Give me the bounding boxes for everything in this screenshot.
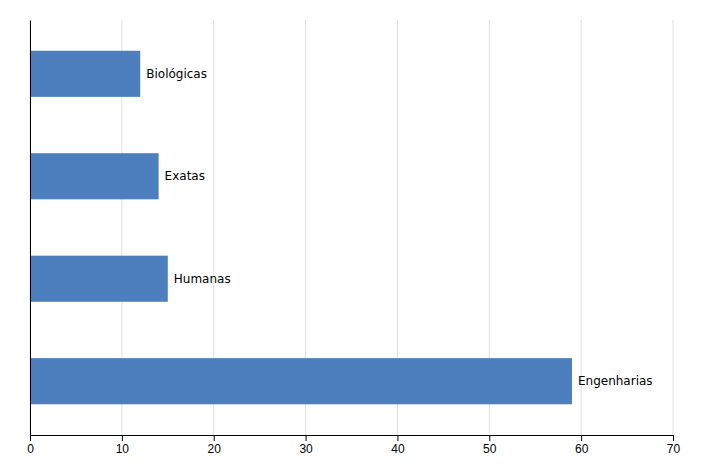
x-tick-label: 10: [116, 442, 130, 456]
x-tick-mark: [489, 435, 490, 441]
x-tick-mark: [673, 435, 674, 441]
x-tick: 70: [667, 435, 681, 456]
category-label: Biológicas: [146, 67, 207, 81]
bar: [30, 153, 159, 199]
x-tick-label: 30: [299, 442, 313, 456]
bar: [30, 256, 168, 302]
x-tick-label: 50: [483, 442, 497, 456]
bars: [30, 51, 572, 405]
grid: [30, 20, 673, 435]
grid-line: [673, 20, 674, 435]
x-tick-label: 70: [667, 442, 681, 456]
x-tick-mark: [30, 435, 31, 441]
x-tick: 20: [208, 435, 222, 456]
y-axis-line: [30, 21, 31, 436]
chart-container: Engenharias Humanas Exatas Biológicas 0 10 20 3…: [0, 0, 713, 471]
chart-svg: Engenharias Humanas Exatas Biológicas 0 10 20 3…: [0, 0, 713, 471]
x-tick: 30: [299, 435, 313, 456]
bar: [30, 51, 140, 97]
x-tick: 10: [116, 435, 130, 456]
x-tick: 40: [391, 435, 405, 456]
x-tick: 50: [483, 435, 497, 456]
category-label: Engenharias: [578, 374, 653, 388]
bar: [30, 358, 572, 404]
plot: Engenharias Humanas Exatas Biológicas 0 10 20 3…: [27, 20, 680, 456]
x-tick: 60: [575, 435, 589, 456]
x-tick-mark: [397, 435, 398, 441]
x-tick-label: 20: [208, 442, 222, 456]
x-tick-label: 60: [575, 442, 589, 456]
grid-line: [30, 20, 31, 435]
x-tick-mark: [306, 435, 307, 441]
category-label: Humanas: [174, 272, 231, 286]
x-axis: 0 10 20 30 40 50 60 70: [27, 435, 680, 456]
x-tick-label: 40: [391, 442, 405, 456]
bar-labels: Engenharias Humanas Exatas Biológicas: [146, 67, 652, 388]
x-tick-label: 0: [27, 442, 34, 456]
x-tick-mark: [581, 435, 582, 441]
x-axis-line: [31, 436, 674, 442]
x-tick-mark: [214, 435, 215, 441]
x-tick: 0: [27, 435, 34, 456]
y-axis: [30, 21, 31, 436]
category-label: Exatas: [165, 169, 205, 183]
grid-line: [581, 20, 582, 435]
x-tick-mark: [122, 435, 123, 441]
